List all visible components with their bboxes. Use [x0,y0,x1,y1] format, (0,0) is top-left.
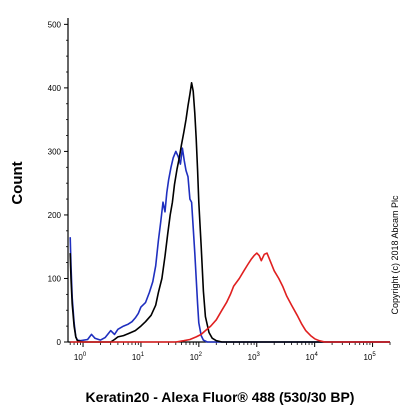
histogram-series-2 [69,82,390,343]
x-tick-label: 101 [132,352,145,362]
y-tick-label: 400 [48,84,62,93]
y-axis-title: Count [9,161,26,204]
x-tick-label: 104 [306,352,319,362]
x-axis-title: Keratin20 - Alexa Fluor® 488 (530/30 BP) [86,389,355,405]
x-tick-label: 105 [363,352,376,362]
x-tick-label: 100 [74,352,87,362]
y-tick-label: 500 [48,20,62,29]
histogram-series-3 [70,252,390,343]
plot-frame [67,18,390,343]
x-tick-label: 103 [248,352,261,362]
y-tick-label: 100 [48,274,62,283]
y-tick-label: 200 [48,211,62,220]
y-tick-label: 300 [48,147,62,156]
y-axis-ticks: 0 100 200 300 400 500 [48,20,68,347]
histogram-series-1 [69,147,390,343]
x-axis-ticks: 100 101 102 103 104 105 [69,342,391,362]
copyright-annotation: Copyright (c) 2018 Abcam Plc [390,195,400,315]
series-layer [69,82,390,343]
x-tick-label: 102 [190,352,203,362]
y-tick-label: 0 [57,338,62,347]
